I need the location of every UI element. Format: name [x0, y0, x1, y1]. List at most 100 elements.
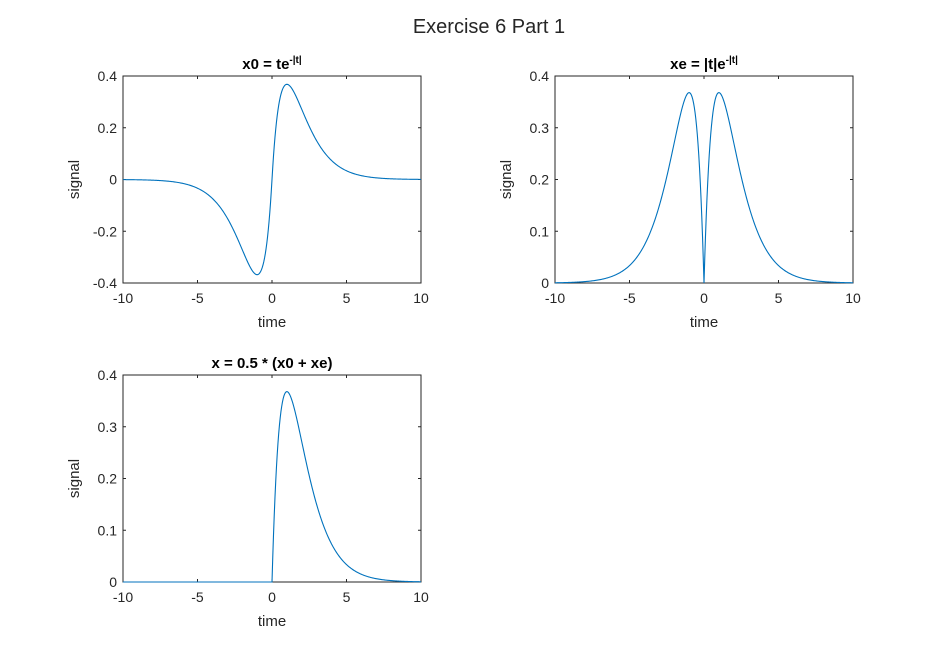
- y-tick-label: -0.2: [93, 223, 117, 239]
- x-tick-label: -10: [545, 290, 565, 306]
- x-tick-label: 5: [343, 290, 351, 306]
- y-tick-label: 0: [541, 275, 549, 291]
- data-point: [554, 282, 555, 283]
- x-axis-label: time: [258, 314, 286, 331]
- data-point: [286, 391, 287, 392]
- figure-title: Exercise 6 Part 1: [413, 16, 565, 38]
- x-tick-label: 10: [845, 290, 861, 306]
- y-tick-label: 0.2: [530, 172, 550, 188]
- x-tick-label: 0: [268, 589, 276, 605]
- data-point: [331, 160, 332, 161]
- subplot-title: x = 0.5 * (x0 + xe): [212, 355, 333, 372]
- data-point: [659, 205, 660, 206]
- subplot-2: xe = |t|e-|t| -10 -5 0 5 10 0 0.1 0.2 0.3 0.4 time s…: [498, 55, 861, 331]
- data-point: [271, 179, 272, 180]
- x-tick-label: -5: [191, 290, 204, 306]
- data-point: [279, 100, 280, 101]
- y-tick-label: 0: [109, 172, 117, 188]
- signal-line: [123, 83, 421, 276]
- signal-line: [554, 92, 854, 284]
- data-point: [726, 109, 727, 110]
- subplots: x0 = te-|t| -10 -5 0 5 10 -0.4 -0.2 0 0.2 0.4 time s…: [66, 55, 861, 630]
- y-tick-label: 0.3: [98, 419, 118, 435]
- x-tick-label: -5: [623, 290, 636, 306]
- x-axis-label: time: [690, 314, 718, 331]
- data-point: [391, 580, 392, 581]
- x-tick-label: 0: [268, 290, 276, 306]
- data-point: [674, 142, 675, 143]
- data-point: [316, 504, 317, 505]
- data-point: [294, 408, 295, 409]
- data-point: [257, 274, 258, 275]
- data-point: [122, 581, 123, 582]
- y-tick-label: 0.4: [98, 68, 118, 84]
- y-axis-label: signal: [498, 160, 515, 199]
- data-point: [152, 180, 153, 181]
- y-tick-label: 0.2: [98, 120, 118, 136]
- data-point: [264, 257, 265, 258]
- data-point: [286, 84, 287, 85]
- data-point: [279, 424, 280, 425]
- data-point: [301, 441, 302, 442]
- data-point: [301, 109, 302, 110]
- data-point: [703, 282, 704, 283]
- x-tick-label: 5: [775, 290, 783, 306]
- data-point: [271, 581, 272, 582]
- y-tick-label: 0.3: [530, 120, 550, 136]
- data-point: [778, 265, 779, 266]
- data-point: [242, 249, 243, 250]
- data-point: [122, 179, 123, 180]
- plot-frame: [122, 374, 422, 583]
- data-point: [294, 92, 295, 93]
- y-tick-label: 0.2: [98, 471, 118, 487]
- y-tick-label: 0.1: [98, 522, 118, 538]
- subplot-1: x0 = te-|t| -10 -5 0 5 10 -0.4 -0.2 0 0.2 0.4 time s…: [66, 55, 429, 331]
- y-axis-label: signal: [66, 459, 83, 498]
- data-point: [748, 205, 749, 206]
- y-tick-label: 0.1: [530, 223, 550, 239]
- plot-frame: [554, 75, 854, 284]
- data-point: [197, 188, 198, 189]
- data-point: [681, 109, 682, 110]
- data-point: [361, 175, 362, 176]
- data-point: [629, 265, 630, 266]
- signal-line: [123, 391, 422, 583]
- x-tick-label: 5: [343, 589, 351, 605]
- data-point: [696, 125, 697, 126]
- data-point: [793, 275, 794, 276]
- subplot-title: xe = |t|e-|t|: [670, 55, 738, 73]
- subplot-3: x = 0.5 * (x0 + xe) -10 -5 0 5 10 0 0.1 0.2 0.3 0.…: [66, 355, 429, 630]
- subplot-title: x0 = te-|t|: [242, 55, 302, 73]
- data-point: [733, 142, 734, 143]
- data-point: [249, 266, 250, 267]
- data-point: [391, 178, 392, 179]
- y-tick-label: 0.4: [530, 68, 550, 84]
- data-point: [346, 170, 347, 171]
- y-tick-label: 0.4: [98, 367, 118, 383]
- data-point: [197, 581, 198, 582]
- data-point: [689, 92, 690, 93]
- data-point: [644, 244, 645, 245]
- y-axis-label: signal: [66, 160, 83, 199]
- data-point: [711, 125, 712, 126]
- x-axis-label: time: [258, 613, 286, 630]
- data-point: [316, 140, 317, 141]
- data-point: [718, 92, 719, 93]
- data-point: [584, 281, 585, 282]
- x-tick-label: -5: [191, 589, 204, 605]
- data-point: [823, 281, 824, 282]
- data-point: [361, 574, 362, 575]
- data-point: [227, 218, 228, 219]
- x-tick-label: 0: [700, 290, 708, 306]
- data-point: [420, 581, 421, 582]
- data-point: [182, 183, 183, 184]
- data-point: [614, 275, 615, 276]
- data-point: [346, 564, 347, 565]
- x-tick-label: 10: [413, 290, 429, 306]
- x-tick-label: -10: [113, 290, 133, 306]
- x-tick-label: 10: [413, 589, 429, 605]
- y-tick-label: 0: [109, 574, 117, 590]
- data-point: [852, 282, 853, 283]
- x-tick-label: -10: [113, 589, 133, 605]
